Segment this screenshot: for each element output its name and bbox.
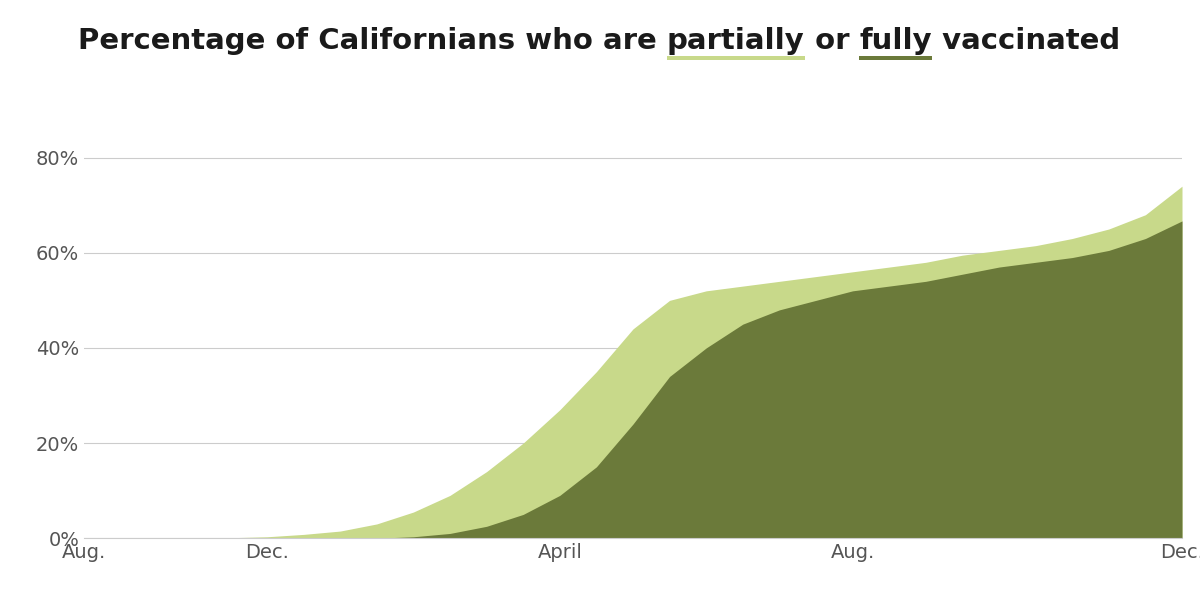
- Text: Percentage of Californians who are: Percentage of Californians who are: [78, 27, 667, 55]
- Text: vaccinated: vaccinated: [932, 27, 1120, 55]
- Text: or: or: [805, 27, 859, 55]
- Text: fully: fully: [859, 27, 932, 55]
- Text: partially: partially: [667, 27, 805, 55]
